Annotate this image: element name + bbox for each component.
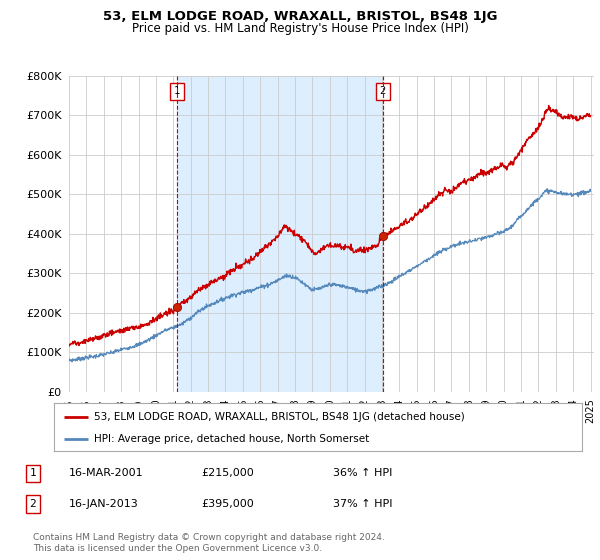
Text: £395,000: £395,000 [201,499,254,509]
Text: £215,000: £215,000 [201,468,254,478]
Text: 1: 1 [29,468,37,478]
Text: 16-MAR-2001: 16-MAR-2001 [69,468,143,478]
Text: 37% ↑ HPI: 37% ↑ HPI [333,499,392,509]
Text: 16-JAN-2013: 16-JAN-2013 [69,499,139,509]
Text: 2: 2 [29,499,37,509]
Text: HPI: Average price, detached house, North Somerset: HPI: Average price, detached house, Nort… [94,434,369,444]
Text: 1: 1 [173,86,180,96]
Text: 53, ELM LODGE ROAD, WRAXALL, BRISTOL, BS48 1JG (detached house): 53, ELM LODGE ROAD, WRAXALL, BRISTOL, BS… [94,412,464,422]
Text: 2: 2 [380,86,386,96]
Text: 53, ELM LODGE ROAD, WRAXALL, BRISTOL, BS48 1JG: 53, ELM LODGE ROAD, WRAXALL, BRISTOL, BS… [103,10,497,23]
Bar [177,76,383,392]
Text: Contains HM Land Registry data © Crown copyright and database right 2024.
This d: Contains HM Land Registry data © Crown c… [33,533,385,553]
Text: 36% ↑ HPI: 36% ↑ HPI [333,468,392,478]
Text: Price paid vs. HM Land Registry's House Price Index (HPI): Price paid vs. HM Land Registry's House … [131,22,469,35]
